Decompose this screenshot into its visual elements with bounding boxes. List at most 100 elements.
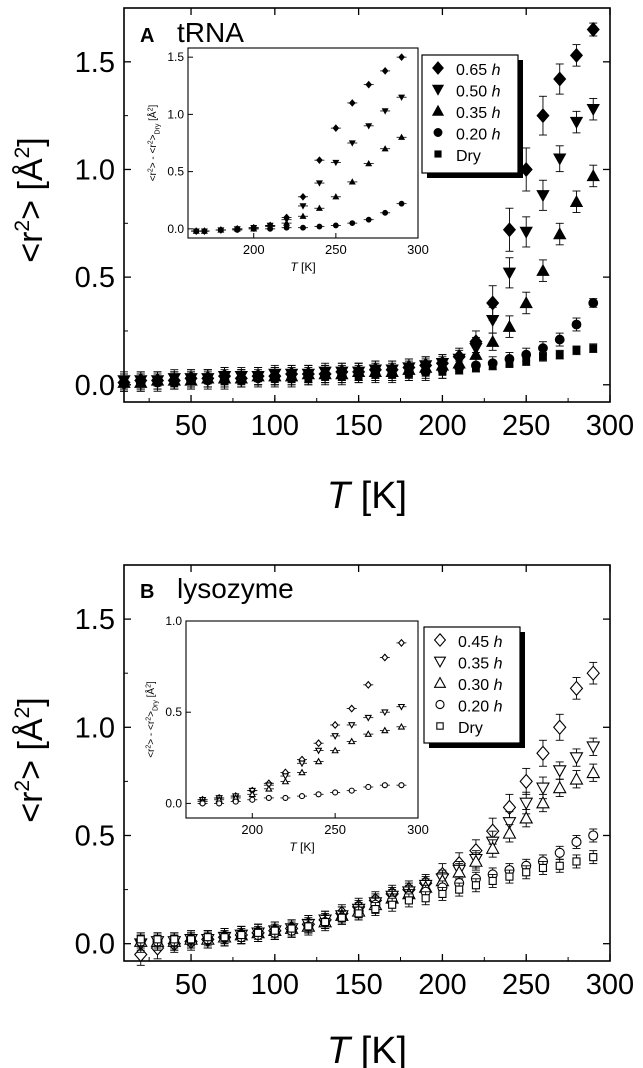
data-point <box>120 378 128 387</box>
inset-data-point <box>332 124 340 132</box>
data-point <box>421 894 430 903</box>
legend-marker <box>434 150 442 158</box>
panel-title: lysozyme <box>177 573 294 604</box>
data-point <box>388 370 397 378</box>
data-point <box>519 226 533 239</box>
panel-b: 50 100 150 200 250 300 0.0 0.5 1.0 1.5 <r2> [Å2] T … <box>11 564 634 1068</box>
series-0-20-h <box>135 828 599 949</box>
legend: 0.45 h 0.35 h 0.30 h 0.20 h Dry <box>423 626 525 748</box>
inset-y-axis-label: <r2> - <r2>Dry [Å2] <box>144 681 160 758</box>
data-point <box>569 47 584 63</box>
data-point <box>321 372 330 381</box>
inset-data-point <box>314 747 323 755</box>
data-point <box>337 913 346 922</box>
inset-data-point <box>299 203 307 210</box>
data-point <box>539 352 547 361</box>
inset-series-0-20-h <box>191 200 407 235</box>
y-axis-label: <r2> [Å2] <box>11 697 50 823</box>
inset-data-point <box>348 787 355 794</box>
legend-marker <box>433 656 447 669</box>
data-point <box>486 314 500 328</box>
data-point <box>253 928 263 937</box>
x-tick-label: 100 <box>251 969 299 1001</box>
inset-data-point <box>332 159 340 167</box>
data-point <box>220 933 229 942</box>
inset-data-point <box>381 653 389 662</box>
data-point <box>485 841 500 854</box>
inset-data-point <box>298 793 306 800</box>
data-point <box>572 346 581 355</box>
data-point <box>287 924 296 933</box>
y-tick-label: 0.5 <box>75 262 115 294</box>
inset-data-point <box>331 733 339 740</box>
inset-data-point <box>267 225 274 232</box>
data-point <box>536 745 550 762</box>
inset-data-point <box>398 94 406 101</box>
data-point <box>553 71 567 87</box>
data-point <box>522 357 531 366</box>
inset-data-point <box>299 192 307 201</box>
data-point <box>536 263 550 276</box>
data-point <box>553 227 567 240</box>
inset-data-point <box>397 722 406 730</box>
x-tick-label: 150 <box>334 410 382 442</box>
data-point <box>554 334 565 345</box>
inset-data-point <box>381 145 389 152</box>
inset-data-point <box>250 225 257 232</box>
series-dry <box>120 343 598 390</box>
data-point <box>220 376 229 385</box>
data-point <box>486 334 500 347</box>
inset-x-tick-label: 300 <box>407 242 429 257</box>
inset-data-point <box>248 790 257 798</box>
data-point <box>588 830 599 841</box>
inset-data-point <box>348 178 356 185</box>
x-tick-label: 50 <box>175 410 207 442</box>
inset-data-point <box>201 228 208 235</box>
data-point <box>572 857 581 866</box>
data-point <box>552 780 567 794</box>
data-point <box>421 367 430 376</box>
data-point <box>170 935 179 944</box>
data-point <box>337 372 346 381</box>
plot-frame <box>123 564 611 962</box>
inset-data-point <box>364 680 372 689</box>
data-point <box>571 836 582 848</box>
y-tick-label: 1.0 <box>75 154 115 186</box>
inset-series-0-20-h <box>197 782 407 807</box>
legend-label: 0.20 h <box>458 699 503 716</box>
inset-data-point <box>349 220 356 227</box>
data-point <box>254 374 262 383</box>
inset-data-point <box>332 193 340 200</box>
data-point <box>505 359 514 368</box>
inset-data-point <box>315 180 323 187</box>
inset-data-point <box>348 99 356 107</box>
inset-data-point <box>199 800 206 807</box>
inset-data-point <box>314 757 323 765</box>
data-point <box>569 680 584 697</box>
data-point <box>586 665 600 681</box>
legend: 0.65 h 0.50 h 0.35 h 0.20 h Dry <box>421 54 523 178</box>
panel-title: tRNA <box>177 17 244 48</box>
legend-label: 0.65 h <box>456 62 501 79</box>
series-dry <box>136 850 598 947</box>
inset-data-point <box>365 159 373 167</box>
inset-x-axis-label: T [K] <box>289 840 314 854</box>
inset-data-point <box>232 798 239 805</box>
inset-data-point <box>265 784 273 792</box>
data-point <box>304 374 313 383</box>
legend-label: 0.50 h <box>456 84 501 101</box>
inset-frame <box>185 620 419 819</box>
inset-data-point <box>365 216 372 223</box>
inset-data-point <box>347 737 356 745</box>
data-point <box>237 930 246 940</box>
x-tick-label: 200 <box>418 410 466 442</box>
inset-y-tick-label: 1.0 <box>165 614 182 628</box>
inset-data-point <box>331 746 339 754</box>
inset-y-axis-label: <r2> - <r2>Dry [Å2] <box>146 105 162 182</box>
data-point <box>553 153 567 166</box>
inset-data-point <box>315 204 323 211</box>
inset-data-point <box>315 739 323 748</box>
inset-data-point <box>193 228 200 235</box>
legend-label: 0.20 h <box>456 127 501 144</box>
data-point <box>354 909 363 918</box>
